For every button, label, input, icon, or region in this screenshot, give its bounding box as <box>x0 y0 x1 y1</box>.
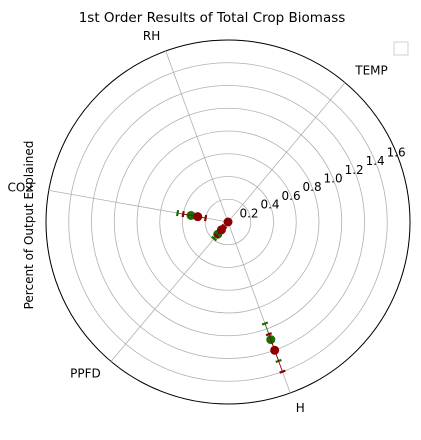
error-cap-s1-p2-0 <box>221 223 228 230</box>
error-cap-s0-p1-1 <box>211 235 218 242</box>
label-layer: TEMP RH CO2 PPFD H 0.20.40.60.81.01.21.41.6 <box>8 29 406 415</box>
error-cap-s0-p0-1 <box>175 209 180 217</box>
data-point-s1-p0 <box>223 217 233 227</box>
chart-title: 1st Order Results of Total Crop Biomass <box>79 10 346 26</box>
error-cap-s1-p2-1 <box>213 233 220 239</box>
axis-label-temp: TEMP <box>354 63 388 77</box>
r-tick-label-5: 1.2 <box>345 163 364 177</box>
data-point-s1-p3 <box>270 345 280 355</box>
r-gridline-2 <box>159 153 297 291</box>
axis-label-h: H <box>296 401 305 415</box>
r-tick-label-0: 0.2 <box>239 206 258 220</box>
r-gridline-0 <box>204 198 252 246</box>
r-gridline-3 <box>136 130 320 314</box>
r-gridline-6 <box>68 62 388 382</box>
grid-layer <box>45 39 411 405</box>
spoke-temp <box>227 82 346 223</box>
r-tick-label-4: 1.0 <box>324 171 343 185</box>
y-axis-label: Percent of Output Explained <box>22 141 36 310</box>
axis-label-ppfd: PPFD <box>70 367 101 381</box>
r-gridline-1 <box>182 176 274 268</box>
r-tick-label-6: 1.4 <box>366 154 385 168</box>
spoke-rh <box>165 50 229 223</box>
r-tick-label-3: 0.8 <box>303 180 322 194</box>
error-cap-s1-p1-0 <box>203 214 208 222</box>
error-cap-s1-p3-0 <box>265 332 273 337</box>
r-tick-label-7: 1.6 <box>387 145 406 159</box>
axis-label-rh: RH <box>143 29 160 43</box>
series-layer <box>175 209 286 374</box>
r-tick-label-2: 0.6 <box>282 189 301 203</box>
error-cap-s0-p2-0 <box>261 321 269 326</box>
r-gridline-5 <box>91 85 365 359</box>
error-cap-s1-p3-1 <box>279 369 286 374</box>
outer-ring <box>45 39 411 405</box>
spoke-ppfd <box>110 221 229 362</box>
r-tick-label-1: 0.4 <box>260 198 279 212</box>
data-point-s1-p2 <box>216 225 226 235</box>
data-point-s1-p1 <box>193 212 203 222</box>
legend-box <box>393 41 409 56</box>
error-cap-s1-p1-1 <box>181 210 185 218</box>
r-gridline-4 <box>113 107 343 337</box>
axis-label-co2: CO2 <box>8 181 33 195</box>
